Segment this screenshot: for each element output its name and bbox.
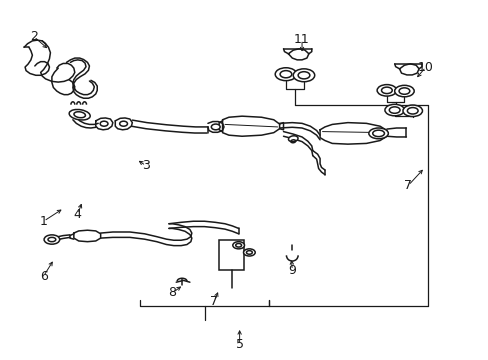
Ellipse shape [288,136,297,142]
Text: 9: 9 [288,264,296,277]
Text: 8: 8 [168,287,176,300]
Ellipse shape [100,121,108,126]
Text: 4: 4 [74,208,81,221]
Ellipse shape [120,121,127,126]
Ellipse shape [293,69,314,82]
Text: 1: 1 [40,215,47,228]
Ellipse shape [69,109,90,120]
Text: 7: 7 [210,295,218,308]
Ellipse shape [44,235,60,244]
Text: 7: 7 [404,179,411,192]
Text: 11: 11 [294,33,309,46]
Text: 10: 10 [417,60,433,73]
Ellipse shape [402,105,422,117]
Ellipse shape [368,128,387,139]
Ellipse shape [376,85,396,96]
Ellipse shape [211,124,220,130]
Ellipse shape [384,104,404,116]
Text: 2: 2 [30,30,38,43]
Text: 5: 5 [235,338,243,351]
Text: 3: 3 [142,159,150,172]
Ellipse shape [394,85,413,97]
Ellipse shape [232,242,244,249]
Text: 6: 6 [40,270,47,283]
Bar [219,240,244,270]
Ellipse shape [243,249,255,256]
Ellipse shape [275,68,296,81]
